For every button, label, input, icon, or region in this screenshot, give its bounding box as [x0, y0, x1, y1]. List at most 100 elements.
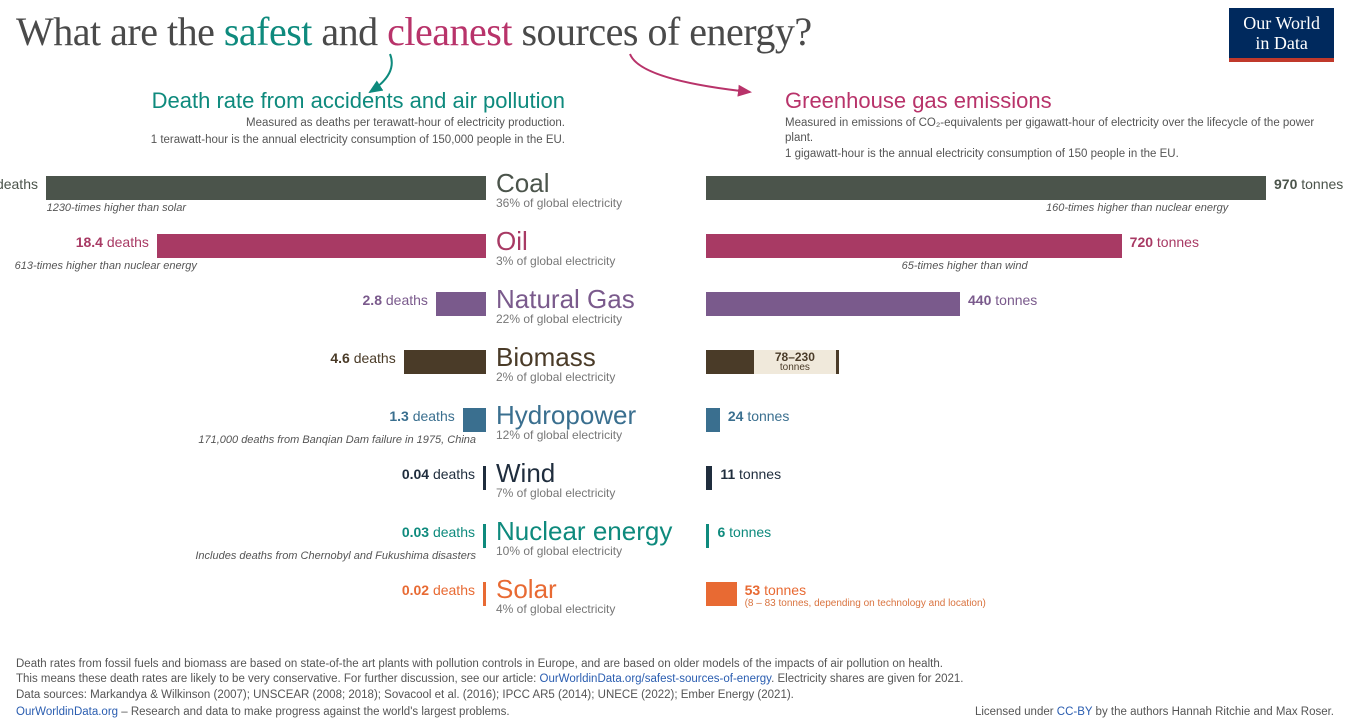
emissions-bar	[706, 292, 960, 316]
deaths-note: 613-times higher than nuclear energy	[15, 260, 197, 272]
source-row: 4.6 deaths Biomass2% of global electricit…	[16, 344, 1334, 396]
emissions-note: 160-times higher than nuclear energy	[1046, 202, 1228, 214]
footer-bottom-right: Licensed under CC-BY by the authors Hann…	[975, 705, 1334, 721]
emissions-value: 6 tonnes	[717, 524, 771, 540]
source-name: Oil	[496, 228, 706, 254]
source-name: Coal	[496, 170, 706, 196]
deaths-note: 171,000 deaths from Banqian Dam failure …	[198, 434, 476, 446]
logo-line1: Our World	[1243, 14, 1320, 34]
footer-line2b: . Electricity shares are given for 2021.	[771, 673, 963, 685]
emissions-bar	[706, 582, 737, 606]
footer-link-article[interactable]: OurWorldinData.org/safest-sources-of-ene…	[540, 673, 772, 685]
logo-line2: in Data	[1243, 34, 1320, 54]
source-row: 24.6 deaths1230-times higher than solarC…	[16, 170, 1334, 222]
page-title: What are the safest and cleanest sources…	[16, 8, 1229, 55]
emissions-value: 440 tonnes	[968, 292, 1037, 308]
source-name: Nuclear energy	[496, 518, 706, 544]
footer-line2: This means these death rates are likely …	[16, 672, 1334, 688]
owid-logo: Our World in Data	[1229, 8, 1334, 62]
source-label: Oil3% of global electricity	[486, 228, 706, 268]
deaths-cell: 0.04 deaths	[16, 460, 486, 512]
source-name: Natural Gas	[496, 286, 706, 312]
deaths-cell: 1.3 deaths 171,000 deaths from Banqian Da…	[16, 402, 486, 454]
title-pre: What are the	[16, 9, 224, 54]
footer-link-ccby[interactable]: CC-BY	[1057, 706, 1093, 718]
left-head-sub2: 1 terawatt-hour is the annual electricit…	[16, 133, 565, 148]
emissions-subnote: (8 – 83 tonnes, depending on technology …	[745, 598, 986, 609]
right-section-head: Greenhouse gas emissions Measured in emi…	[785, 88, 1334, 163]
emissions-bar	[706, 524, 709, 548]
source-name: Solar	[496, 576, 706, 602]
footer: Death rates from fossil fuels and biomas…	[16, 657, 1334, 721]
emissions-cell: 11 tonnes	[706, 460, 1326, 512]
footer-link-owid[interactable]: OurWorldinData.org	[16, 706, 118, 718]
left-head-sub1: Measured as deaths per terawatt-hour of …	[16, 116, 565, 131]
source-name: Biomass	[496, 344, 706, 370]
footer-line1: Death rates from fossil fuels and biomas…	[16, 657, 1334, 673]
source-row: 2.8 deaths Natural Gas22% of global elect…	[16, 286, 1334, 338]
source-label: Nuclear energy10% of global electricity	[486, 518, 706, 558]
emissions-range: 78–230tonnes	[751, 350, 839, 374]
deaths-bar	[483, 582, 486, 606]
deaths-value: 0.02 deaths	[402, 582, 475, 598]
left-head-title: Death rate from accidents and air pollut…	[16, 88, 565, 114]
source-label: Hydropower12% of global electricity	[486, 402, 706, 442]
source-row: 0.03 deaths Includes deaths from Chernoby…	[16, 518, 1334, 570]
footer-line2a: This means these death rates are likely …	[16, 673, 540, 685]
source-share: 10% of global electricity	[496, 544, 706, 558]
emissions-cell: 6 tonnes	[706, 518, 1326, 570]
right-head-sub1: Measured in emissions of CO₂-equivalents…	[785, 116, 1334, 146]
footer-br-pre: Licensed under	[975, 706, 1057, 718]
deaths-value: 4.6 deaths	[330, 350, 395, 366]
emissions-bar	[706, 234, 1122, 258]
deaths-bar	[483, 524, 486, 548]
deaths-note: 1230-times higher than solar	[47, 202, 186, 214]
deaths-cell: 4.6 deaths	[16, 344, 486, 396]
right-head-title: Greenhouse gas emissions	[785, 88, 1334, 114]
chart-rows: 24.6 deaths 1230-times higher than solar C…	[0, 162, 1350, 628]
source-row: 0.02 deaths Solar4% of global electricity…	[16, 576, 1334, 628]
source-name: Wind	[496, 460, 706, 486]
source-share: 2% of global electricity	[496, 370, 706, 384]
source-share: 12% of global electricity	[496, 428, 706, 442]
emissions-value: 11 tonnes	[720, 466, 781, 482]
deaths-value: 24.6 deaths	[0, 176, 38, 192]
emissions-bar	[706, 466, 712, 490]
footer-br-post: by the authors Hannah Ritchie and Max Ro…	[1092, 706, 1334, 718]
source-share: 4% of global electricity	[496, 602, 706, 616]
deaths-bar	[436, 292, 486, 316]
deaths-cell: 18.4 deaths613-times higher than nuclear…	[16, 228, 486, 280]
deaths-bar	[46, 176, 486, 200]
footer-bl-text: – Research and data to make progress aga…	[118, 706, 509, 718]
source-name: Hydropower	[496, 402, 706, 428]
deaths-cell: 0.02 deaths	[16, 576, 486, 628]
source-label: Wind7% of global electricity	[486, 460, 706, 500]
emissions-note: 65-times higher than wind	[902, 260, 1028, 272]
source-share: 36% of global electricity	[496, 196, 706, 210]
deaths-note: Includes deaths from Chernobyl and Fukus…	[195, 550, 476, 562]
emissions-bar	[706, 176, 1266, 200]
source-share: 22% of global electricity	[496, 312, 706, 326]
source-share: 3% of global electricity	[496, 254, 706, 268]
deaths-value: 1.3 deaths	[389, 408, 454, 424]
source-label: Biomass2% of global electricity	[486, 344, 706, 384]
title-safest: safest	[224, 9, 312, 54]
emissions-cell: 24 tonnes	[706, 402, 1326, 454]
deaths-bar	[404, 350, 486, 374]
source-row: 18.4 deaths613-times higher than nuclear…	[16, 228, 1334, 280]
deaths-value: 2.8 deaths	[363, 292, 428, 308]
deaths-value: 0.03 deaths	[402, 524, 475, 540]
emissions-value: 720 tonnes	[1130, 234, 1199, 250]
footer-line3: Data sources: Markandya & Wilkinson (200…	[16, 688, 1334, 704]
emissions-value: 970 tonnes	[1274, 176, 1343, 192]
emissions-value: 24 tonnes	[728, 408, 790, 424]
deaths-bar	[483, 466, 486, 490]
deaths-bar	[157, 234, 486, 258]
footer-bottom-left: OurWorldinData.org – Research and data t…	[16, 705, 510, 721]
source-label: Coal36% of global electricity	[486, 170, 706, 210]
emissions-cell: 970 tonnes160-times higher than nuclear …	[706, 170, 1326, 222]
emissions-value: 53 tonnes	[745, 582, 807, 598]
emissions-bar	[706, 350, 751, 374]
deaths-bar	[463, 408, 486, 432]
emissions-cell: 440 tonnes	[706, 286, 1326, 338]
